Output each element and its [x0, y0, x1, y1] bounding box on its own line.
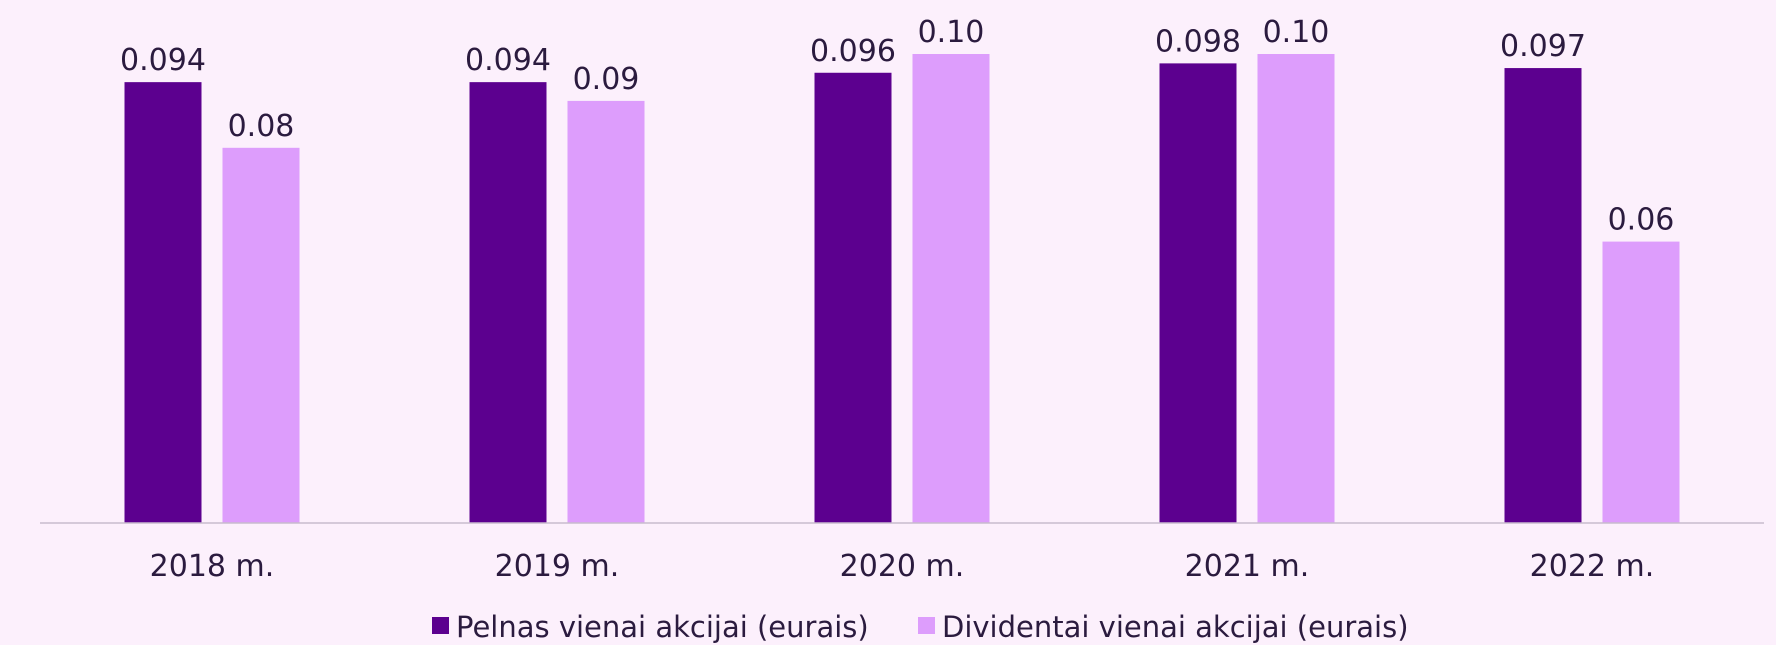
legend: Pelnas vienai akcijai (eurais) Dividenta… — [432, 610, 1409, 644]
x-tick-label-2018-m: 2018 m. — [150, 549, 275, 584]
value-label-series1-2018-m: 0.08 — [228, 109, 295, 144]
x-tick-label-2022-m: 2022 m. — [1530, 549, 1655, 584]
value-label-series0-2022-m: 0.097 — [1500, 29, 1586, 64]
value-label-series1-2022-m: 0.06 — [1608, 203, 1675, 238]
value-label-series0-2019-m: 0.094 — [465, 43, 551, 78]
value-label-series0-2021-m: 0.098 — [1155, 24, 1241, 59]
bar-series1-2022-m — [1602, 241, 1680, 523]
value-label-series0-2020-m: 0.096 — [810, 34, 896, 69]
legend-swatch-dividentai — [918, 617, 935, 634]
bar-series0-2021-m — [1159, 63, 1237, 523]
bar-series0-2019-m — [469, 82, 547, 523]
bar-series1-2019-m — [567, 100, 645, 524]
bar-series1-2020-m — [912, 54, 990, 523]
x-tick-label-2021-m: 2021 m. — [1185, 549, 1310, 584]
x-tick-label-2020-m: 2020 m. — [840, 549, 965, 584]
legend-label-pelnas: Pelnas vienai akcijai (eurais) — [456, 610, 869, 644]
value-label-series0-2018-m: 0.094 — [120, 43, 206, 78]
x-tick-labels-group: 2018 m. 2019 m. 2020 m. 2021 m. 2022 m. — [150, 549, 1655, 584]
x-tick-label-2019-m: 2019 m. — [495, 549, 620, 584]
value-labels-group: 0.094 0.08 0.094 0.09 0.096 0.10 0.098 0.10 0.09… — [120, 15, 1674, 238]
legend-swatch-pelnas — [432, 617, 449, 634]
bars-group — [124, 54, 1680, 524]
value-label-series1-2019-m: 0.09 — [573, 62, 640, 97]
bar-series1-2021-m — [1257, 54, 1335, 523]
bar-series1-2018-m — [222, 147, 300, 524]
value-label-series1-2020-m: 0.10 — [918, 15, 985, 50]
value-label-series1-2021-m: 0.10 — [1263, 15, 1330, 50]
bar-series0-2020-m — [814, 72, 892, 523]
legend-label-dividentai: Dividentai vienai akcijai (eurais) — [942, 610, 1409, 644]
bar-series0-2018-m — [124, 82, 202, 523]
bar-series0-2022-m — [1504, 68, 1582, 523]
